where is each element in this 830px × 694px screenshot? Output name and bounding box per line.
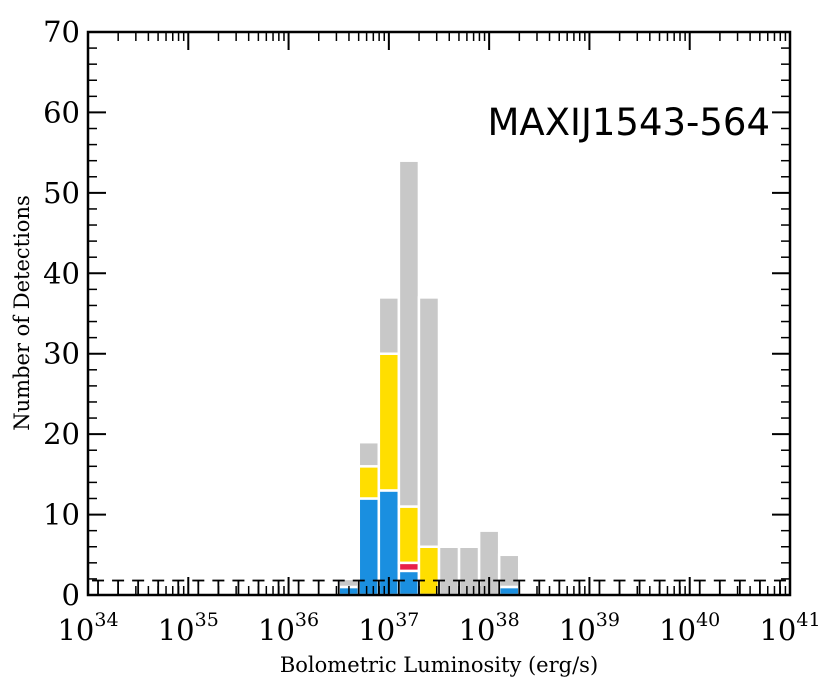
x-tick-base: 10 [659,613,696,647]
x-tick-label: 1037 [358,609,419,647]
x-tick-exponent: 34 [94,609,118,631]
x-tick-exponent: 36 [295,609,319,631]
histogram-bar-segment [377,296,401,355]
histogram-bar-segment [497,553,521,589]
x-tick-label: 1036 [258,609,319,647]
x-tick-exponent: 41 [796,609,820,631]
histogram-bar-segment [397,159,421,508]
x-tick-base: 10 [57,613,94,647]
x-tick-base: 10 [158,613,195,647]
y-tick-label: 50 [43,176,80,210]
error-bars-layer [92,579,786,595]
plot-frame [86,30,792,597]
x-tick-label: 1034 [57,609,118,647]
x-tick-label: 1035 [158,609,219,647]
x-tick-base: 10 [459,613,496,647]
histogram-bar-segment [357,465,381,500]
y-tick-label: 10 [43,498,80,532]
x-tick-exponent: 37 [395,609,419,631]
y-axis-title: Number of Detections [10,195,34,430]
y-tick-label: 70 [43,15,80,49]
bars-layer [337,159,521,597]
ticks-layer [87,31,791,596]
chart-title: MAXIJ1543-564 [487,101,770,144]
y-tick-label: 30 [43,337,80,371]
x-tick-label: 1041 [759,609,820,647]
x-tick-base: 10 [358,613,395,647]
histogram-bar-segment [377,352,401,492]
x-tick-exponent: 40 [696,609,720,631]
x-tick-label: 1040 [659,609,720,647]
y-tick-label: 60 [43,95,80,129]
x-tick-exponent: 39 [596,609,620,631]
histogram-bar-segment [357,440,381,468]
x-tick-exponent: 35 [195,609,219,631]
x-tick-base: 10 [759,613,796,647]
x-tick-exponent: 38 [496,609,520,631]
histogram-bar-segment [417,296,441,548]
y-tick-label: 0 [62,578,80,612]
histogram-bar-segment [397,505,421,565]
x-tick-label: 1038 [459,609,520,647]
histogram-bar-segment [397,569,421,597]
tick-labels-layer: 1034 1035 1036 1037 1038 1039 1040 104101020304… [43,15,820,647]
y-tick-label: 40 [43,256,80,290]
x-axis-title: Bolometric Luminosity (erg/s) [280,653,598,677]
y-tick-label: 20 [43,417,80,451]
x-tick-base: 10 [258,613,295,647]
histogram-bar-segment [457,545,481,597]
x-tick-base: 10 [559,613,596,647]
x-tick-label: 1039 [559,609,620,647]
